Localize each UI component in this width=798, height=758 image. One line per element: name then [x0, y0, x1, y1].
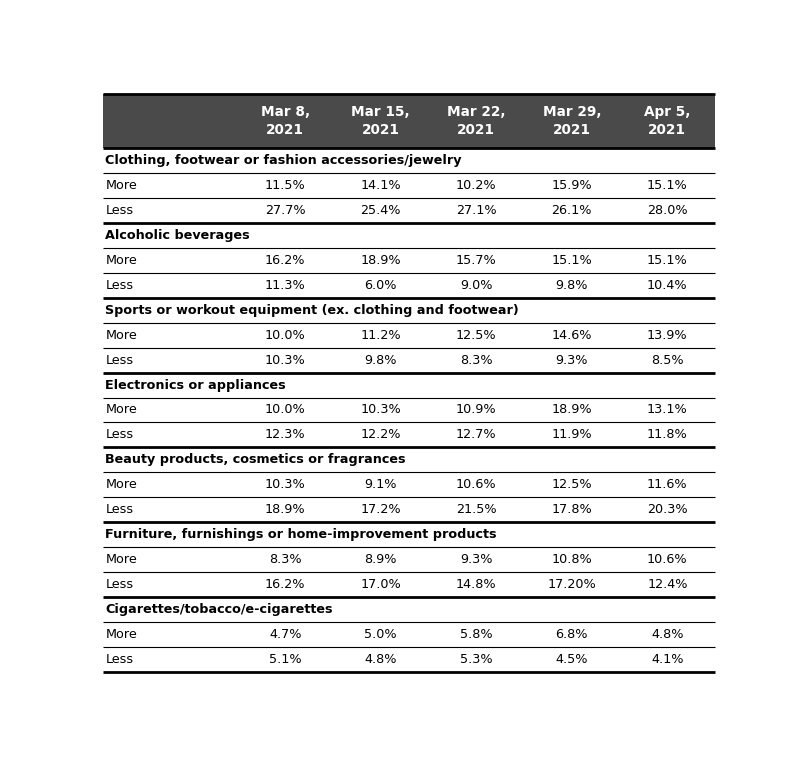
Text: 9.0%: 9.0%	[460, 279, 492, 292]
Text: 11.6%: 11.6%	[647, 478, 688, 491]
Text: 16.2%: 16.2%	[265, 254, 306, 267]
Text: Furniture, furnishings or home-improvement products: Furniture, furnishings or home-improveme…	[105, 528, 497, 541]
Text: 10.3%: 10.3%	[361, 403, 401, 416]
Text: 15.1%: 15.1%	[647, 254, 688, 267]
Text: 17.20%: 17.20%	[547, 578, 596, 591]
Text: More: More	[105, 553, 137, 566]
Text: More: More	[105, 403, 137, 416]
Text: More: More	[105, 329, 137, 342]
Text: 20.3%: 20.3%	[647, 503, 688, 516]
Text: Beauty products, cosmetics or fragrances: Beauty products, cosmetics or fragrances	[105, 453, 406, 466]
Text: 11.3%: 11.3%	[265, 279, 306, 292]
Text: 4.7%: 4.7%	[269, 628, 302, 641]
Text: 4.8%: 4.8%	[651, 628, 684, 641]
Text: 8.3%: 8.3%	[460, 354, 492, 367]
Text: More: More	[105, 254, 137, 267]
Text: 10.9%: 10.9%	[456, 403, 496, 416]
Text: 10.2%: 10.2%	[456, 179, 496, 192]
Text: 5.8%: 5.8%	[460, 628, 492, 641]
Text: 8.3%: 8.3%	[269, 553, 302, 566]
Text: 10.0%: 10.0%	[265, 329, 306, 342]
Text: Sports or workout equipment (ex. clothing and footwear): Sports or workout equipment (ex. clothin…	[105, 304, 519, 317]
Text: 11.9%: 11.9%	[551, 428, 592, 441]
Text: 21.5%: 21.5%	[456, 503, 496, 516]
Text: 12.4%: 12.4%	[647, 578, 688, 591]
Text: 10.3%: 10.3%	[265, 354, 306, 367]
Text: 14.6%: 14.6%	[551, 329, 592, 342]
Text: Mar 29,
2021: Mar 29, 2021	[543, 105, 601, 136]
Text: More: More	[105, 179, 137, 192]
Text: 10.3%: 10.3%	[265, 478, 306, 491]
Text: 13.9%: 13.9%	[647, 329, 688, 342]
Text: 4.8%: 4.8%	[365, 653, 397, 666]
Text: 15.1%: 15.1%	[647, 179, 688, 192]
Text: Mar 22,
2021: Mar 22, 2021	[447, 105, 506, 136]
Text: 12.5%: 12.5%	[456, 329, 496, 342]
Text: 15.1%: 15.1%	[551, 254, 592, 267]
Text: Less: Less	[105, 428, 133, 441]
Text: 27.7%: 27.7%	[265, 204, 306, 217]
Text: 8.5%: 8.5%	[651, 354, 684, 367]
Text: Less: Less	[105, 279, 133, 292]
Text: 9.3%: 9.3%	[460, 553, 492, 566]
Text: Clothing, footwear or fashion accessories/jewelry: Clothing, footwear or fashion accessorie…	[105, 154, 462, 168]
Text: 10.6%: 10.6%	[456, 478, 496, 491]
Text: 18.9%: 18.9%	[361, 254, 401, 267]
Text: 15.9%: 15.9%	[551, 179, 592, 192]
Bar	[103, 94, 715, 149]
Text: 15.7%: 15.7%	[456, 254, 496, 267]
Text: 12.2%: 12.2%	[361, 428, 401, 441]
Text: 10.6%: 10.6%	[647, 553, 688, 566]
Text: Alcoholic beverages: Alcoholic beverages	[105, 229, 250, 242]
Text: 5.3%: 5.3%	[460, 653, 492, 666]
Text: 6.8%: 6.8%	[555, 628, 588, 641]
Text: 9.3%: 9.3%	[555, 354, 588, 367]
Text: Apr 5,
2021: Apr 5, 2021	[644, 105, 690, 136]
Text: Less: Less	[105, 653, 133, 666]
Text: Less: Less	[105, 354, 133, 367]
Text: 11.5%: 11.5%	[265, 179, 306, 192]
Text: Electronics or appliances: Electronics or appliances	[105, 378, 286, 392]
Text: Mar 15,
2021: Mar 15, 2021	[351, 105, 410, 136]
Text: 18.9%: 18.9%	[265, 503, 306, 516]
Text: 4.1%: 4.1%	[651, 653, 684, 666]
Text: 12.3%: 12.3%	[265, 428, 306, 441]
Text: 11.8%: 11.8%	[647, 428, 688, 441]
Text: 17.8%: 17.8%	[551, 503, 592, 516]
Text: More: More	[105, 478, 137, 491]
Text: 6.0%: 6.0%	[365, 279, 397, 292]
Text: 14.1%: 14.1%	[361, 179, 401, 192]
Text: 12.7%: 12.7%	[456, 428, 496, 441]
Text: 28.0%: 28.0%	[647, 204, 688, 217]
Text: 8.9%: 8.9%	[365, 553, 397, 566]
Text: 25.4%: 25.4%	[361, 204, 401, 217]
Text: Cigarettes/tobacco/e-cigarettes: Cigarettes/tobacco/e-cigarettes	[105, 603, 333, 616]
Text: 26.1%: 26.1%	[551, 204, 592, 217]
Text: 10.0%: 10.0%	[265, 403, 306, 416]
Text: Less: Less	[105, 204, 133, 217]
Text: 10.4%: 10.4%	[647, 279, 688, 292]
Text: 9.8%: 9.8%	[555, 279, 588, 292]
Text: 17.2%: 17.2%	[361, 503, 401, 516]
Text: 13.1%: 13.1%	[647, 403, 688, 416]
Text: 27.1%: 27.1%	[456, 204, 496, 217]
Text: 17.0%: 17.0%	[361, 578, 401, 591]
Text: 10.8%: 10.8%	[551, 553, 592, 566]
Text: 5.0%: 5.0%	[365, 628, 397, 641]
Text: 18.9%: 18.9%	[551, 403, 592, 416]
Text: 9.8%: 9.8%	[365, 354, 397, 367]
Text: 11.2%: 11.2%	[361, 329, 401, 342]
Text: 4.5%: 4.5%	[555, 653, 588, 666]
Text: More: More	[105, 628, 137, 641]
Text: Mar 8,
2021: Mar 8, 2021	[261, 105, 310, 136]
Text: 5.1%: 5.1%	[269, 653, 302, 666]
Text: 16.2%: 16.2%	[265, 578, 306, 591]
Text: Less: Less	[105, 503, 133, 516]
Text: Less: Less	[105, 578, 133, 591]
Text: 14.8%: 14.8%	[456, 578, 496, 591]
Text: 9.1%: 9.1%	[365, 478, 397, 491]
Text: 12.5%: 12.5%	[551, 478, 592, 491]
